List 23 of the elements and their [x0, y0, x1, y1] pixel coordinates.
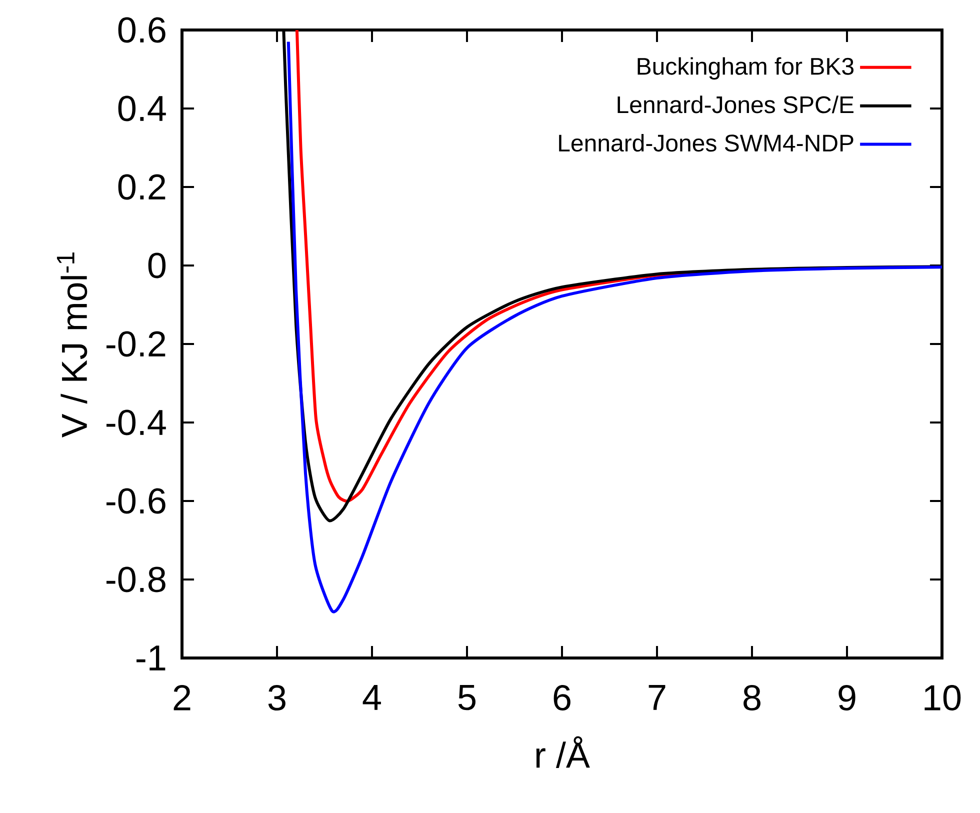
y-tick-label: -0.8 [106, 566, 166, 592]
x-axis-title: r /Å [536, 736, 590, 768]
y-tick-label: 0.6 [118, 17, 166, 43]
x-tick-label: 7 [648, 685, 666, 710]
legend-label: Buckingham for BK3 [638, 57, 854, 80]
x-tick-label: 5 [458, 685, 476, 710]
y-tick-label: -0.2 [106, 331, 166, 357]
legend-label: Lennard-Jones SPC/E [618, 96, 854, 114]
x-tick-label: 6 [554, 685, 570, 711]
x-tick-label: 10 [924, 685, 961, 711]
y-axis-title: V / KJ mol$^{-1}$ [56, 252, 88, 438]
x-tick-label: 2 [174, 685, 190, 710]
x-tick-label: 3 [268, 685, 286, 711]
x-tick-label: 9 [838, 685, 856, 711]
y-tick-label: -0.4 [106, 410, 166, 436]
x-tick-label: 4 [362, 685, 381, 710]
y-tick-label: 0.2 [118, 174, 166, 200]
y-tick-label: -0.6 [106, 488, 166, 514]
legend-label: Lennard-Jones SWM4-NDP [559, 134, 854, 152]
y-tick-label: -1 [136, 646, 166, 670]
x-tick-label: 8 [744, 685, 760, 711]
y-tick-label: 0 [148, 252, 166, 278]
y-tick-label: 0.4 [118, 96, 166, 122]
